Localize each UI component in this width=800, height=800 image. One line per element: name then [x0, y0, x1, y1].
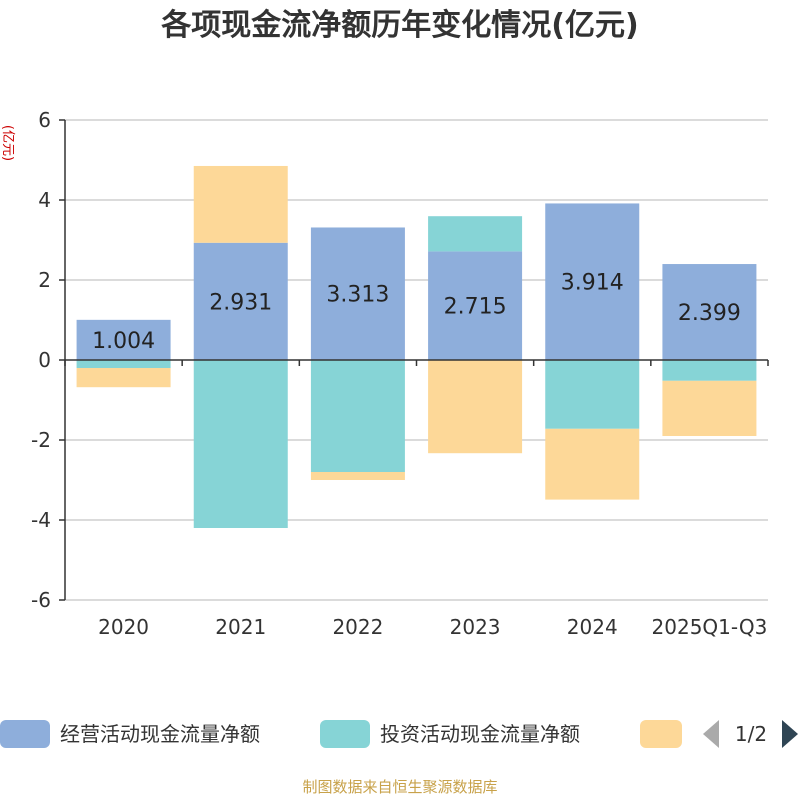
y-tick-label: 4: [38, 188, 51, 212]
data-label: 3.313: [326, 283, 389, 308]
data-label: 2.931: [209, 290, 272, 315]
bar-series0-2025Q1-Q3[interactable]: [662, 264, 757, 360]
legend-swatch-2[interactable]: [640, 720, 682, 748]
bar-series0-2021[interactable]: [193, 242, 288, 360]
bar-series2-2021[interactable]: [193, 165, 288, 243]
bar-series2-2020[interactable]: [76, 368, 171, 388]
y-tick-label: -2: [31, 428, 51, 452]
data-label: 3.914: [561, 271, 624, 296]
legend: 经营活动现金流量净额 投资活动现金流量净额 1/2: [0, 720, 798, 748]
bar-series2-2024[interactable]: [545, 428, 640, 500]
data-label: 2.715: [444, 295, 507, 320]
legend-swatch-1[interactable]: [320, 720, 370, 748]
bar-series2-2023[interactable]: [428, 360, 523, 454]
bar-series2-2022[interactable]: [310, 472, 405, 480]
bar-series1-2022[interactable]: [310, 360, 405, 472]
legend-label-1[interactable]: 投资活动现金流量净额: [380, 722, 580, 746]
x-tick-label: 2021: [215, 615, 266, 639]
x-tick-label: 2025Q1-Q3: [652, 615, 768, 639]
bar-series1-2024[interactable]: [545, 360, 640, 429]
chart-title: 各项现金流净额历年变化情况(亿元): [161, 8, 639, 43]
data-label: 2.399: [678, 301, 741, 326]
data-label: 1.004: [92, 329, 155, 354]
x-tick-label: 2020: [98, 615, 149, 639]
y-tick-label: 2: [38, 268, 51, 292]
legend-prev-icon[interactable]: [703, 720, 719, 748]
bars: [76, 165, 757, 528]
bar-series0-2024[interactable]: [545, 203, 640, 360]
x-tick-label: 2024: [567, 615, 618, 639]
legend-next-icon[interactable]: [782, 720, 798, 748]
bar-series1-2020[interactable]: [76, 360, 171, 368]
source-footer: 制图数据来自恒生聚源数据库: [302, 778, 498, 796]
legend-swatch-0[interactable]: [0, 720, 50, 748]
bar-series1-2023[interactable]: [428, 216, 523, 252]
bar-series0-2022[interactable]: [310, 227, 405, 360]
y-tick-label: 6: [38, 108, 51, 132]
y-axis-label: (亿元): [0, 125, 15, 161]
legend-label-0[interactable]: 经营活动现金流量净额: [60, 722, 260, 746]
x-tick-label: 2022: [332, 615, 383, 639]
gridlines: [65, 119, 768, 601]
legend-page-indicator: 1/2: [735, 722, 767, 746]
bar-series0-2023[interactable]: [428, 251, 523, 360]
axes: 6 4 2 0 -2 -4 -6 2020 2021 2022 2023 2024 2025Q1-Q3: [31, 108, 769, 639]
data-labels: 1.004 2.931 3.313 2.715 3.914 2.399: [92, 271, 741, 354]
bar-series1-2021[interactable]: [193, 360, 288, 528]
y-tick-label: -6: [31, 588, 51, 612]
x-tick-label: 2023: [450, 615, 501, 639]
bar-series2-2025Q1-Q3[interactable]: [662, 380, 757, 436]
y-tick-label: -4: [31, 508, 51, 532]
bar-series0-2020[interactable]: [76, 319, 171, 360]
bar-series1-2025Q1-Q3[interactable]: [662, 360, 757, 381]
y-tick-label: 0: [38, 348, 51, 372]
